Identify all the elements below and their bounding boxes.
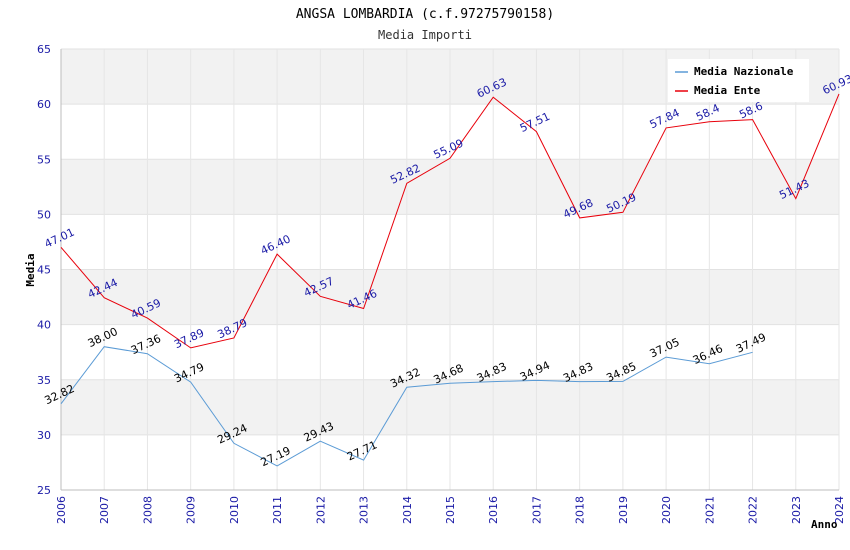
chart-title: ANGSA LOMBARDIA (c.f.97275790158)	[296, 7, 554, 22]
y-tick-labels: 25 30 35 40 45 50 55 60 65	[37, 43, 51, 497]
y-tick-label: 40	[37, 319, 51, 332]
x-tick-label: 2009	[185, 496, 198, 524]
legend-entry-media-ente: Media Ente	[694, 84, 761, 97]
y-tick-label: 25	[37, 484, 51, 497]
y-tick-label: 55	[37, 153, 51, 166]
legend: Media Nazionale Media Ente	[668, 59, 809, 102]
x-tick-label: 2006	[55, 496, 68, 524]
y-tick-label: 45	[37, 264, 51, 277]
x-tick-label: 2021	[703, 496, 716, 524]
x-tick-label: 2018	[574, 496, 587, 524]
chart-subtitle: Media Importi	[378, 28, 472, 42]
x-axis-label: Anno	[811, 518, 838, 531]
x-tick-label: 2014	[401, 496, 414, 524]
x-tick-label: 2008	[141, 496, 154, 524]
x-tick-label: 2019	[617, 496, 630, 524]
x-tick-label: 2016	[487, 496, 500, 524]
y-tick-label: 50	[37, 208, 51, 221]
x-tick-label: 2023	[790, 496, 803, 524]
series-line-media-nazionale	[60, 346, 753, 467]
x-tick-label: 2022	[747, 496, 760, 524]
x-tick-label: 2011	[271, 496, 284, 524]
y-tick-label: 35	[37, 374, 51, 387]
x-tick-label: 2024	[833, 496, 846, 524]
series-line-media-ente	[60, 93, 840, 349]
series-lines	[60, 93, 840, 467]
y-axis-label: Media	[24, 253, 37, 286]
x-tick-label: 2010	[228, 496, 241, 524]
x-tick-label: 2017	[530, 496, 543, 524]
legend-entry-media-nazionale: Media Nazionale	[694, 65, 794, 78]
x-tick-label: 2007	[98, 496, 111, 524]
y-tick-label: 65	[37, 43, 51, 56]
x-tick-label: 2020	[660, 496, 673, 524]
x-tick-label: 2015	[444, 496, 457, 524]
axes	[60, 49, 839, 491]
legend-box	[668, 59, 809, 102]
y-tick-label: 60	[37, 98, 51, 111]
x-tick-label: 2013	[358, 496, 371, 524]
x-tick-labels: 2006 2007 2008 2009 2010 2011 2012 2013 2014 2015…	[55, 496, 846, 524]
y-tick-label: 30	[37, 429, 51, 442]
x-tick-label: 2012	[314, 496, 327, 524]
